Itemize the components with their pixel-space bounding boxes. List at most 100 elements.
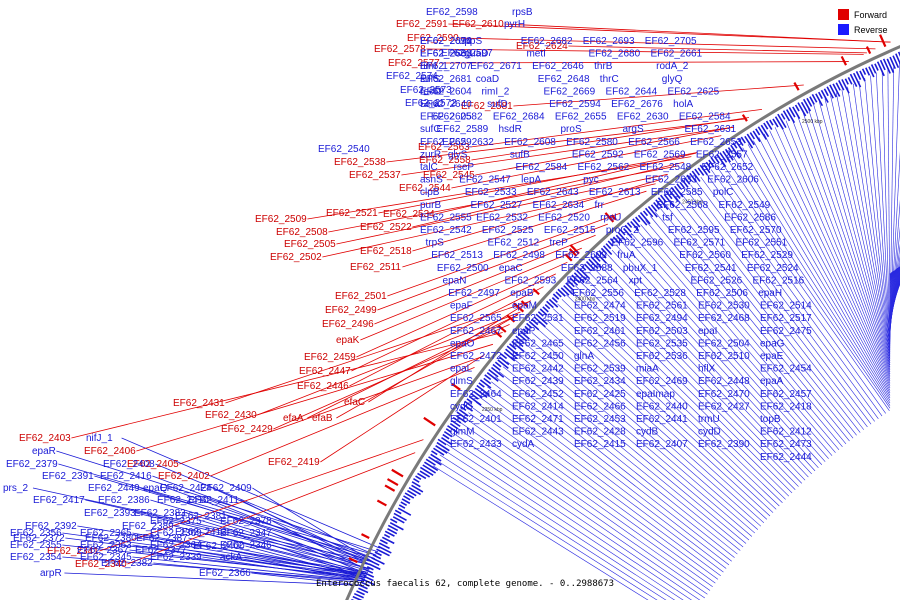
reverse-gene-bar bbox=[464, 400, 474, 408]
reverse-callout-line bbox=[597, 262, 806, 481]
forward-gene-bar bbox=[879, 34, 887, 48]
reverse-callout-line bbox=[272, 520, 369, 572]
forward-gene-label: EF62_2430 bbox=[205, 410, 257, 421]
forward-callout-line bbox=[356, 261, 568, 358]
reverse-callout-line bbox=[167, 487, 374, 563]
reverse-gene-label: EF62_2574 bbox=[386, 71, 438, 82]
reverse-callout-line bbox=[588, 271, 799, 487]
reverse-gene-bar bbox=[722, 150, 732, 163]
reverse-gene-bar bbox=[417, 472, 427, 480]
reverse-gene-label: EF62_2363 bbox=[80, 540, 132, 551]
reverse-gene-label: EF62_2389 bbox=[122, 521, 174, 532]
reverse-gene-bar bbox=[358, 587, 369, 594]
genome-backbone bbox=[345, 45, 900, 600]
reverse-callout-line bbox=[593, 267, 803, 484]
reverse-callout-line bbox=[62, 556, 365, 582]
reverse-callout-line bbox=[446, 443, 684, 600]
reverse-gene-bar bbox=[419, 466, 434, 476]
reverse-gene-label: EF62_2467 bbox=[450, 326, 502, 337]
reverse-gene-label: epaA bbox=[760, 376, 784, 387]
reverse-gene-label: EF62_2707 bbox=[420, 61, 472, 72]
reverse-gene-label: asnS bbox=[420, 175, 443, 186]
reverse-gene-bar bbox=[542, 306, 549, 313]
reverse-gene-label: EF62_2690 bbox=[420, 36, 472, 47]
reverse-gene-bar bbox=[882, 58, 891, 74]
forward-gene-label: EF62_2563 bbox=[418, 142, 470, 153]
reverse-gene-bar bbox=[498, 356, 510, 366]
reverse-callout-line bbox=[132, 532, 368, 575]
reverse-gene-bar bbox=[488, 368, 499, 378]
reverse-gene-bar bbox=[708, 159, 715, 168]
reverse-gene-label: EF62_2424 bbox=[160, 483, 212, 494]
reverse-gene-bar bbox=[403, 495, 411, 501]
reverse-callout-line bbox=[742, 147, 891, 399]
reverse-gene-label: argS bbox=[622, 124, 643, 135]
reverse-gene-label: zurR bbox=[420, 149, 441, 160]
reverse-gene-bar bbox=[600, 247, 608, 255]
reverse-gene-bar bbox=[740, 136, 746, 144]
reverse-gene-bar bbox=[451, 420, 461, 428]
forward-gene-bar bbox=[423, 416, 436, 427]
reverse-gene-label: sufC bbox=[420, 124, 441, 135]
reverse-gene-bar bbox=[353, 592, 364, 599]
reverse-callout-line bbox=[272, 544, 366, 579]
reverse-gene-label: EF62_2517 bbox=[760, 313, 812, 324]
reverse-callout-line bbox=[62, 544, 366, 579]
reverse-gene-label: EF62_2393 bbox=[84, 508, 136, 519]
reverse-gene-bar bbox=[372, 554, 382, 560]
reverse-gene-label: EF62_2570 bbox=[730, 225, 782, 236]
reverse-gene-bar bbox=[782, 110, 791, 122]
reverse-gene-label: EF62_2683 bbox=[420, 49, 472, 60]
forward-gene-label: EF62_2501 bbox=[335, 291, 387, 302]
reverse-gene-label: EF62_2653 bbox=[690, 137, 742, 148]
reverse-gene-bar bbox=[517, 333, 528, 342]
reverse-gene-bar bbox=[513, 338, 524, 348]
reverse-gene-label: EF62_2369 bbox=[150, 528, 202, 539]
forward-callout-line bbox=[378, 152, 698, 214]
reverse-gene-label: EF62_2572 bbox=[405, 98, 457, 109]
forward-callout-line bbox=[349, 286, 544, 387]
reverse-callout-line bbox=[645, 220, 840, 450]
reverse-gene-label: EF62_2494 bbox=[636, 313, 688, 324]
reverse-callout-line bbox=[616, 245, 819, 468]
reverse-callout-line bbox=[655, 212, 847, 445]
reverse-gene-bar bbox=[719, 152, 728, 163]
reverse-gene-label: EF62_2561 bbox=[636, 301, 688, 312]
reverse-gene-bar bbox=[585, 260, 596, 271]
reverse-gene-bar bbox=[546, 300, 554, 309]
reverse-gene-bar bbox=[408, 486, 421, 496]
reverse-gene-bar bbox=[422, 464, 437, 474]
reverse-gene-label: frr bbox=[595, 200, 605, 211]
reverse-gene-bar bbox=[486, 372, 499, 382]
reverse-callout-line bbox=[864, 78, 891, 349]
reverse-gene-label: EF62_2454 bbox=[760, 364, 812, 375]
reverse-gene-bar bbox=[859, 70, 866, 82]
reverse-gene-label: EF62_2418 bbox=[760, 401, 812, 412]
forward-callout-line bbox=[273, 324, 510, 430]
reverse-gene-label: EF62_2589 bbox=[436, 124, 488, 135]
reverse-callout-line bbox=[875, 72, 891, 345]
reverse-gene-label: EF62_2413 bbox=[175, 527, 227, 538]
reverse-gene-label: guaD bbox=[464, 49, 488, 60]
reverse-gene-label: era bbox=[425, 99, 440, 110]
reverse-callout-line bbox=[527, 336, 756, 534]
reverse-gene-label: EF62_2571 bbox=[674, 238, 726, 249]
forward-callout-line bbox=[336, 314, 519, 419]
reverse-gene-label: EF62_2473 bbox=[760, 439, 812, 450]
reverse-gene-bar bbox=[497, 359, 509, 369]
reverse-gene-label: hflX bbox=[698, 364, 716, 375]
reverse-gene-bar bbox=[841, 79, 850, 94]
forward-gene-label: EF62_2509 bbox=[255, 214, 307, 225]
reverse-gene-label: EF62_2443 bbox=[512, 427, 564, 438]
reverse-gene-bar bbox=[617, 231, 626, 241]
reverse-gene-bar bbox=[892, 55, 900, 69]
reverse-gene-bar bbox=[697, 167, 705, 176]
forward-gene-label: EF62_2591 bbox=[396, 19, 448, 30]
reverse-gene-label: EF62_2548 bbox=[640, 162, 692, 173]
tick-label: 2500 kbp bbox=[802, 119, 823, 125]
reverse-gene-bar bbox=[681, 179, 689, 188]
forward-callout-line bbox=[451, 135, 722, 189]
reverse-gene-label: EF62_2596 bbox=[612, 238, 664, 249]
reverse-gene-label: epaP bbox=[512, 326, 536, 337]
reverse-gene-bar bbox=[533, 316, 546, 328]
